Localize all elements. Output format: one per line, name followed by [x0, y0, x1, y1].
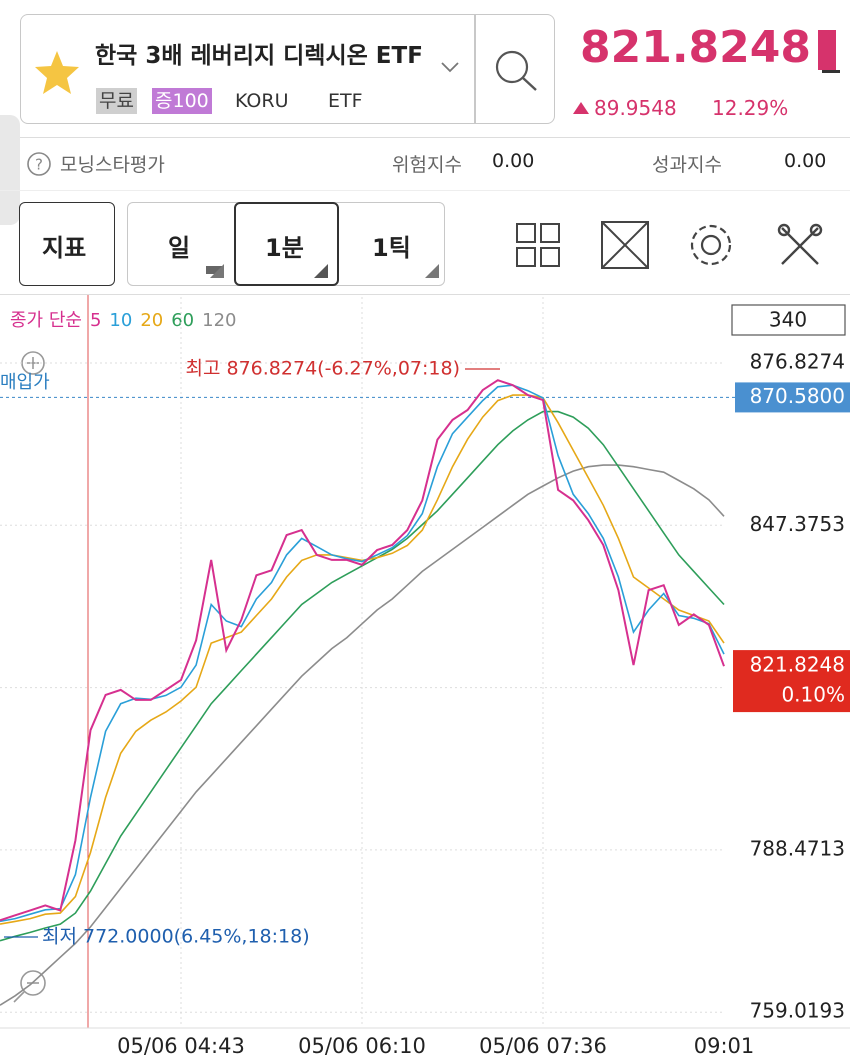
- corner: [314, 264, 328, 278]
- tag: 무료: [96, 88, 137, 114]
- series-line: [0, 379, 725, 922]
- period-tick[interactable]: 1틱: [372, 234, 411, 262]
- dropdown-chevron[interactable]: [440, 60, 460, 74]
- symbol: KORU: [235, 90, 289, 112]
- period-selected[interactable]: [234, 202, 339, 286]
- chart: 종가 단순 340 매입가 5 10 20 60 120 05/06 04:43 05/06…: [0, 295, 850, 1056]
- last-price-label: 821.8248: [750, 653, 845, 677]
- legend-entry: 60: [171, 310, 194, 331]
- change-pct: 12.29%: [712, 96, 789, 120]
- count-box[interactable]: [731, 304, 846, 336]
- separator: [0, 294, 850, 295]
- indicator-button[interactable]: [19, 202, 115, 286]
- series-line: [0, 384, 725, 923]
- help-icon[interactable]: ?: [26, 151, 52, 177]
- legend-prefix: 종가 단순: [10, 310, 82, 331]
- expand-icon[interactable]: [601, 221, 649, 269]
- change: 89.9548: [594, 96, 677, 120]
- indicator-label: 지표: [42, 234, 87, 262]
- x-tick-label: 05/06 07:36: [479, 1034, 607, 1056]
- layout-icon[interactable]: [516, 223, 560, 267]
- price-bar-base: [822, 70, 840, 73]
- period-minute[interactable]: 1분: [265, 234, 304, 262]
- low-annotation: 최저 772.0000(6.45%,18:18): [42, 926, 310, 948]
- y-tick-label: 876.8274: [750, 349, 845, 373]
- toolbar-icons: [206, 221, 823, 278]
- separator: [0, 137, 850, 138]
- x-tick-label: 05/06 06:10: [298, 1034, 426, 1056]
- settings-icon[interactable]: [690, 224, 732, 266]
- risk-label: 위험지수: [392, 154, 462, 176]
- perf-value: 0.00: [784, 150, 827, 172]
- header-box: [20, 14, 555, 124]
- last-change-label: 0.10%: [781, 683, 845, 707]
- up-arrow: [573, 102, 589, 114]
- separator: [0, 190, 850, 191]
- side-tab[interactable]: [0, 115, 20, 225]
- corner: [210, 264, 224, 278]
- title: 한국 3배 레버리지 디렉시온 ETF: [95, 43, 423, 69]
- kind: ETF: [328, 90, 363, 112]
- count-value: 340: [769, 308, 807, 332]
- x-tick-label: 05/06 04:43: [117, 1034, 245, 1056]
- purchase-box: [735, 382, 850, 413]
- risk-value: 0.00: [492, 150, 535, 172]
- perf-label: 성과지수: [652, 154, 722, 176]
- purchase-label: 매입가: [0, 372, 50, 393]
- series-line: [0, 410, 725, 942]
- price: 821.8248: [580, 22, 812, 73]
- legend-entry: 120: [202, 310, 236, 331]
- y-tick-label: 847.3753: [750, 512, 845, 536]
- legend-entry: 5: [90, 310, 101, 331]
- favorite-star[interactable]: [32, 48, 82, 96]
- rating-label: 모닝스타평가: [60, 154, 165, 176]
- search-button[interactable]: [490, 45, 545, 95]
- purchase-price-label: 870.5800: [750, 384, 845, 408]
- tag: 증100: [152, 88, 212, 114]
- high-annotation: 최고 876.8274(-6.27%,07:18): [186, 358, 461, 380]
- period-day[interactable]: 일: [168, 234, 191, 262]
- legend-entry: 20: [140, 310, 163, 331]
- series-line: [0, 464, 725, 1006]
- legend-entry: 10: [109, 310, 132, 331]
- svg-text:?: ?: [35, 156, 43, 174]
- x-tick-label: 09:01: [694, 1034, 755, 1056]
- tools-icon[interactable]: [777, 223, 823, 265]
- corner: [425, 264, 439, 278]
- y-tick-label: 759.0193: [750, 999, 845, 1023]
- price-bar: [818, 30, 836, 70]
- last-price-box: [733, 650, 850, 713]
- series-line: [0, 394, 725, 925]
- divider: [474, 15, 476, 123]
- y-tick-label: 788.4713: [750, 836, 845, 860]
